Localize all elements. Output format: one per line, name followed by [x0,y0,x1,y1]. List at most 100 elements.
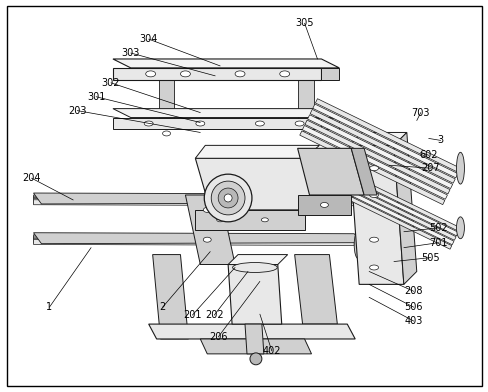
Text: 208: 208 [404,286,422,296]
Polygon shape [152,254,188,339]
Text: 204: 204 [22,173,41,183]
Polygon shape [34,236,353,242]
Text: 301: 301 [87,92,105,102]
Ellipse shape [216,218,223,222]
Polygon shape [34,237,353,243]
Ellipse shape [369,166,378,171]
Polygon shape [321,68,339,80]
Polygon shape [195,210,304,230]
Circle shape [218,188,238,208]
Polygon shape [321,118,339,129]
Ellipse shape [295,121,304,126]
Text: 403: 403 [404,316,422,326]
Ellipse shape [369,192,378,198]
Ellipse shape [456,217,464,239]
Polygon shape [307,115,452,189]
Polygon shape [312,104,457,178]
Polygon shape [227,254,287,265]
Ellipse shape [279,71,289,77]
Ellipse shape [162,131,170,136]
Polygon shape [308,172,453,245]
Circle shape [249,353,262,365]
Text: 304: 304 [139,34,158,44]
Polygon shape [34,199,353,205]
Ellipse shape [320,202,328,207]
Polygon shape [195,145,319,158]
Polygon shape [34,233,362,244]
Text: 703: 703 [410,107,429,118]
Ellipse shape [456,152,464,184]
Polygon shape [299,131,444,205]
Polygon shape [34,200,353,206]
Polygon shape [113,59,339,68]
Polygon shape [294,254,337,324]
Polygon shape [350,148,376,195]
Polygon shape [34,235,353,241]
Circle shape [211,181,244,215]
Text: 201: 201 [183,310,201,320]
Text: 701: 701 [428,238,447,248]
Polygon shape [34,240,353,245]
Polygon shape [348,132,406,145]
Text: 506: 506 [404,302,422,312]
Text: 505: 505 [421,252,439,263]
Polygon shape [34,196,353,202]
Polygon shape [34,238,353,244]
Circle shape [224,194,232,202]
Ellipse shape [301,131,309,136]
Polygon shape [393,132,416,284]
Polygon shape [34,195,353,201]
Polygon shape [309,109,454,183]
Polygon shape [297,80,313,129]
Circle shape [204,174,251,222]
Ellipse shape [232,263,277,272]
Polygon shape [306,176,451,249]
Text: 602: 602 [419,150,437,160]
Polygon shape [34,193,362,204]
Polygon shape [158,80,174,129]
Text: 207: 207 [421,163,439,173]
Text: 402: 402 [262,346,281,356]
Ellipse shape [196,121,204,126]
Text: 202: 202 [204,310,223,320]
Ellipse shape [369,237,378,242]
Text: 3: 3 [437,135,443,145]
Polygon shape [305,120,449,194]
Polygon shape [227,265,281,324]
Polygon shape [315,99,460,172]
Ellipse shape [235,71,244,77]
Polygon shape [195,158,319,210]
Polygon shape [315,158,460,231]
Text: 203: 203 [68,105,86,116]
Text: 502: 502 [428,223,447,233]
Ellipse shape [353,191,362,219]
Ellipse shape [203,237,211,242]
Ellipse shape [261,218,268,222]
Polygon shape [113,118,321,129]
Text: 305: 305 [295,18,313,28]
Text: 302: 302 [102,78,120,88]
Ellipse shape [145,71,155,77]
Polygon shape [34,198,353,203]
Polygon shape [244,324,264,354]
Polygon shape [313,163,457,236]
Polygon shape [302,125,447,199]
Polygon shape [113,109,339,118]
Text: 206: 206 [208,332,227,342]
Polygon shape [200,339,311,354]
Text: 303: 303 [122,48,140,58]
Polygon shape [148,324,354,339]
Ellipse shape [180,71,190,77]
Polygon shape [297,148,364,195]
Text: 2: 2 [159,302,165,312]
Polygon shape [297,195,350,215]
Ellipse shape [144,121,153,126]
Ellipse shape [203,207,211,212]
Polygon shape [311,167,455,240]
Ellipse shape [353,231,362,259]
Ellipse shape [369,265,378,270]
Polygon shape [185,195,235,265]
Ellipse shape [255,121,264,126]
Text: 1: 1 [46,302,52,312]
Polygon shape [348,145,403,284]
